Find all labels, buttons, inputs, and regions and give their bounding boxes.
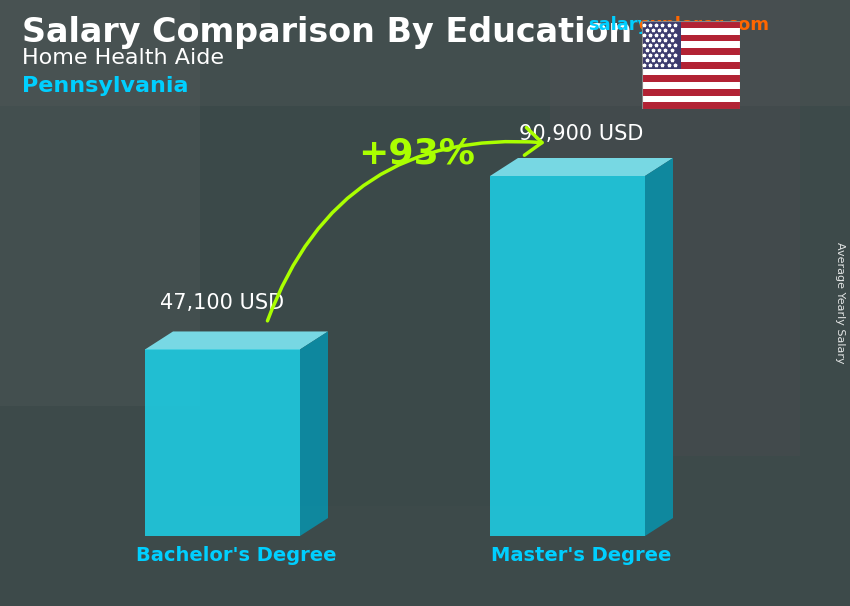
Bar [642,96,740,102]
Bar [642,28,740,35]
Text: salary: salary [588,16,649,34]
Bar [642,68,740,75]
Bar [642,21,740,28]
Text: Home Health Aide: Home Health Aide [22,48,224,68]
Polygon shape [145,331,328,350]
Text: +93%: +93% [359,136,475,170]
Bar [642,62,740,68]
Bar [642,48,740,55]
Polygon shape [490,158,673,176]
Bar [200,0,550,506]
Bar [642,102,740,109]
Text: 47,100 USD: 47,100 USD [161,293,285,313]
Text: Average Yearly Salary: Average Yearly Salary [835,242,845,364]
Bar [642,82,740,89]
Bar [642,35,740,41]
Bar [550,0,800,456]
Bar [0,0,850,106]
Polygon shape [645,158,673,536]
Text: explorer.com: explorer.com [638,16,769,34]
Text: 90,900 USD: 90,900 USD [519,124,643,144]
Polygon shape [145,350,300,536]
Bar [642,89,740,96]
Polygon shape [490,176,645,536]
Bar [642,55,740,62]
Polygon shape [300,331,328,536]
Bar [642,21,681,68]
Text: Salary Comparison By Education: Salary Comparison By Education [22,16,632,49]
Text: Bachelor's Degree: Bachelor's Degree [136,546,337,565]
Bar [642,75,740,82]
FancyArrowPatch shape [268,127,542,321]
Bar [0,0,200,406]
Text: Master's Degree: Master's Degree [491,546,672,565]
Text: Pennsylvania: Pennsylvania [22,76,189,96]
Bar [642,41,740,48]
